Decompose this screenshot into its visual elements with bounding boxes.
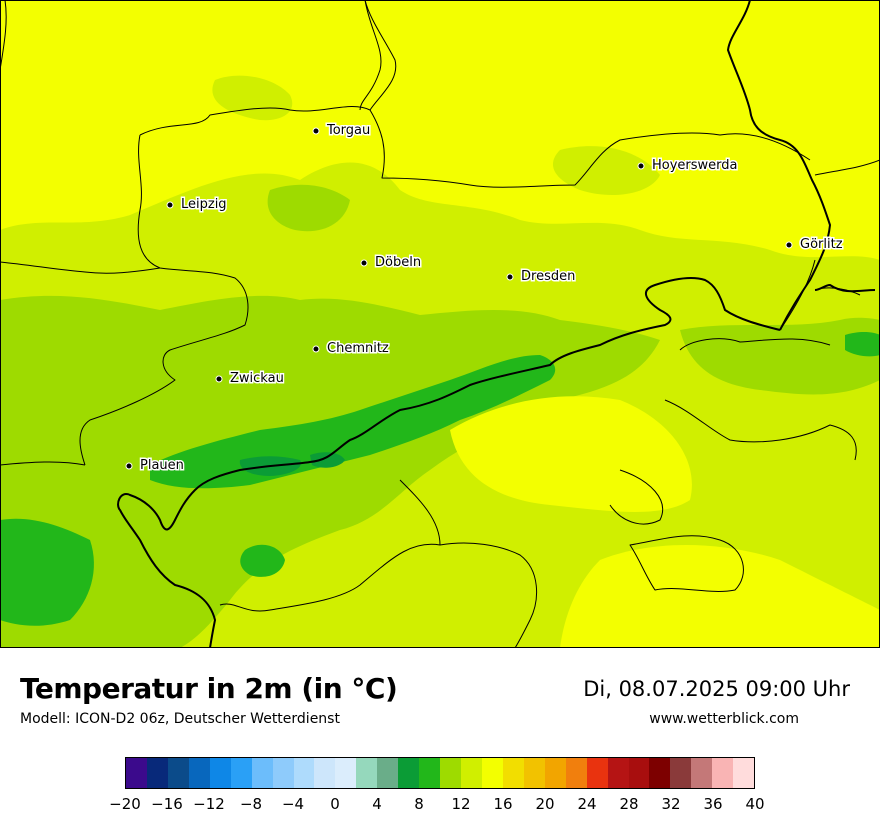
colorbar-tick-label: 16 xyxy=(493,795,513,813)
colorbar-swatch xyxy=(733,758,755,788)
colorbar-swatch xyxy=(293,758,315,788)
city-dot-chemnitz xyxy=(312,345,320,353)
city-markers: Torgau Leipzig Hoyerswerda Görlitz Döbel… xyxy=(125,122,844,475)
colorbar-swatch xyxy=(314,758,336,788)
colorbar-tick-label: −20 xyxy=(109,795,141,813)
colorbar-swatch xyxy=(230,758,252,788)
colorbar-swatch xyxy=(126,758,147,788)
temp-zone-12-mid xyxy=(267,184,350,232)
colorbar-swatch xyxy=(628,758,650,788)
colorbar-tick-label: 24 xyxy=(577,795,597,813)
city-label-plauen: Plauen xyxy=(140,458,184,473)
colorbar-tick-label: 32 xyxy=(661,795,681,813)
colorbar-tick-labels: −20 −16 −12 −8 −4 0 4 8 12 16 20 24 28 32 36 40 xyxy=(0,795,880,819)
colorbar-swatch xyxy=(481,758,503,788)
colorbar-swatch xyxy=(440,758,461,788)
colorbar-tick-label: 12 xyxy=(451,795,471,813)
model-source: Modell: ICON-D2 06z, Deutscher Wetterdie… xyxy=(20,711,340,727)
colorbar-tick-label: 4 xyxy=(372,795,382,813)
temp-zone-10 xyxy=(150,355,556,489)
city-label-torgau: Torgau xyxy=(326,123,370,138)
temp-zone-14-ne xyxy=(552,146,660,195)
national-border xyxy=(117,0,876,648)
city-label-hoyerswerda: Hoyerswerda xyxy=(652,158,738,173)
colorbar-swatch xyxy=(649,758,671,788)
temp-zone-10-small xyxy=(240,544,285,577)
website-link[interactable]: www.wetterblick.com xyxy=(649,711,799,727)
colorbar-tick-label: 0 xyxy=(330,795,340,813)
colorbar-tick-label: 20 xyxy=(535,795,555,813)
colorbar-swatch xyxy=(209,758,231,788)
city-label-doebeln: Döbeln xyxy=(375,255,421,270)
map-title: Temperatur in 2m (in °C) xyxy=(20,672,398,705)
colorbar-swatch xyxy=(586,758,608,788)
colorbar-tick-label: 40 xyxy=(745,795,765,813)
colorbar-swatch xyxy=(377,758,399,788)
colorbar-swatch xyxy=(419,758,441,788)
colorbar-swatch xyxy=(565,758,587,788)
colorbar-swatch xyxy=(251,758,273,788)
temp-zone-12-east xyxy=(680,317,880,395)
colorbar-tick-label: −4 xyxy=(281,795,305,813)
city-label-dresden: Dresden xyxy=(521,269,575,284)
city-dot-torgau xyxy=(312,127,320,135)
temp-zone-14-north xyxy=(212,75,293,121)
colorbar-tick-label: 28 xyxy=(619,795,639,813)
colorbar-swatch xyxy=(335,758,357,788)
regional-borders xyxy=(0,0,880,648)
colorbar-swatch xyxy=(146,758,168,788)
temperature-colorbar xyxy=(125,757,755,789)
temperature-map: Torgau Leipzig Hoyerswerda Görlitz Döbel… xyxy=(0,0,880,648)
temp-zone-8-b xyxy=(310,452,345,468)
city-dot-plauen xyxy=(125,462,133,470)
city-dot-dresden xyxy=(506,273,514,281)
colorbar-swatch xyxy=(188,758,210,788)
city-dot-goerlitz xyxy=(785,241,793,249)
temp-zone-16-south xyxy=(450,396,692,512)
city-dot-leipzig xyxy=(166,201,174,209)
colorbar-tick-label: −16 xyxy=(151,795,183,813)
city-label-chemnitz: Chemnitz xyxy=(327,341,389,356)
colorbar-swatch xyxy=(461,758,482,788)
city-dot-hoyerswerda xyxy=(637,162,645,170)
colorbar-swatch xyxy=(544,758,566,788)
city-label-leipzig: Leipzig xyxy=(181,197,227,212)
city-dot-doebeln xyxy=(360,259,368,267)
temp-zone-10-se xyxy=(845,331,880,357)
colorbar-swatch xyxy=(502,758,524,788)
colorbar-swatch xyxy=(398,758,420,788)
colorbar-tick-label: 8 xyxy=(414,795,424,813)
colorbar-swatch xyxy=(356,758,378,788)
colorbar-swatch xyxy=(272,758,294,788)
forecast-datetime: Di, 08.07.2025 09:00 Uhr xyxy=(583,677,850,701)
colorbar-tick-label: 36 xyxy=(703,795,723,813)
colorbar-swatch xyxy=(167,758,189,788)
temp-zone-10-sw xyxy=(0,518,94,626)
temp-zone-16-se xyxy=(560,545,880,648)
colorbar-tick-label: −12 xyxy=(193,795,225,813)
city-label-goerlitz: Görlitz xyxy=(800,237,843,252)
colorbar-swatch xyxy=(523,758,545,788)
colorbar-swatch xyxy=(670,758,692,788)
colorbar-swatch xyxy=(607,758,629,788)
colorbar-tick-label: −8 xyxy=(239,795,263,813)
city-dot-zwickau xyxy=(215,375,223,383)
colorbar-swatch xyxy=(691,758,713,788)
colorbar-swatch xyxy=(712,758,734,788)
city-label-zwickau: Zwickau xyxy=(230,371,284,386)
